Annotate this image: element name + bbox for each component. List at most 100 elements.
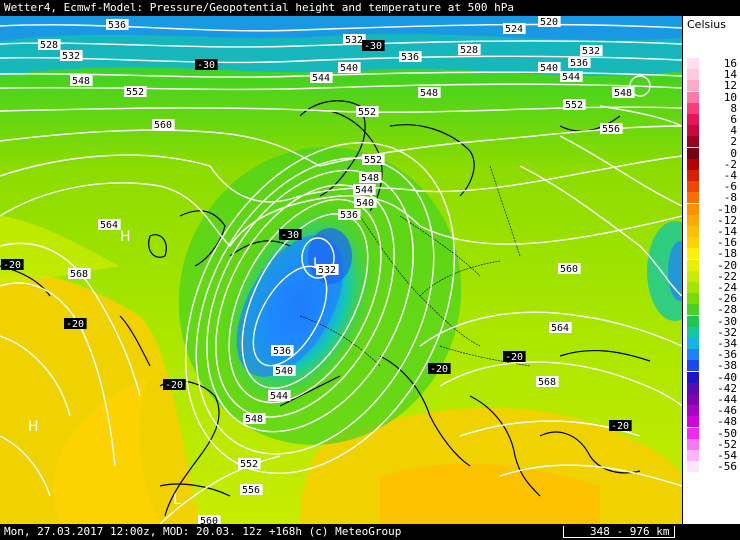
isohypse-label-bg bbox=[563, 99, 586, 110]
isohypse-label-bg bbox=[458, 44, 481, 55]
legend-value: -28 bbox=[717, 303, 737, 317]
legend-value: -8 bbox=[723, 191, 737, 205]
isohypse-label-bg bbox=[338, 209, 361, 220]
isohypse-label-bg bbox=[310, 72, 333, 83]
isohypse-label: 548 bbox=[420, 88, 438, 99]
isohypse-label-bg bbox=[152, 119, 175, 130]
legend-value: -32 bbox=[717, 325, 737, 339]
temperature-label-bg bbox=[279, 229, 302, 240]
legend-value: -54 bbox=[717, 449, 737, 462]
isohypse-label: 560 bbox=[200, 516, 218, 524]
legend-value: -38 bbox=[717, 359, 737, 373]
legend-value: -50 bbox=[717, 426, 737, 440]
legend-entry: -6 bbox=[687, 180, 740, 193]
legend-swatch bbox=[687, 338, 699, 349]
legend-swatch bbox=[687, 181, 699, 193]
warm-area-west bbox=[0, 273, 200, 524]
legend-entry: 2 bbox=[687, 135, 740, 149]
legend-swatch bbox=[687, 371, 699, 383]
temperature-label-bg bbox=[1, 259, 24, 270]
high-center-label: H bbox=[120, 229, 131, 245]
isohypse-label-bg bbox=[359, 172, 382, 183]
legend-value: -4 bbox=[723, 169, 737, 182]
legend-entry: -24 bbox=[687, 281, 740, 294]
legend-value: -16 bbox=[717, 236, 737, 250]
legend-entry: -26 bbox=[687, 292, 740, 305]
temperature-label: -20 bbox=[3, 260, 21, 271]
coastlines bbox=[0, 100, 651, 517]
legend-swatch bbox=[687, 270, 699, 282]
isohypse-label-bg bbox=[60, 50, 83, 61]
window-title: Wetter4, Ecmwf-Model: Pressure/Geopotent… bbox=[0, 0, 740, 16]
isohypse-label: 536 bbox=[401, 52, 419, 63]
legend-value: 8 bbox=[730, 101, 737, 115]
isohypse-label-bg bbox=[98, 219, 121, 230]
legend-entry: -18 bbox=[687, 247, 740, 261]
legend-swatch bbox=[687, 192, 699, 204]
scale-bar bbox=[563, 526, 675, 538]
legend-entry: -8 bbox=[687, 191, 740, 205]
isohypse-label-bg bbox=[273, 365, 296, 376]
legend-entry: 4 bbox=[687, 124, 740, 138]
legend-value: 12 bbox=[723, 79, 737, 93]
legend-value: 4 bbox=[730, 124, 737, 138]
legend-value: -30 bbox=[717, 314, 737, 328]
legend-entry: -50 bbox=[687, 426, 740, 440]
legend-value: 14 bbox=[723, 68, 737, 82]
legend-entry: -54 bbox=[687, 449, 740, 462]
isohypse-label-bg bbox=[124, 86, 147, 97]
legend-swatch bbox=[687, 461, 699, 473]
legend-entry: -42 bbox=[687, 382, 740, 395]
legend-swatch bbox=[687, 58, 699, 69]
legend-entry: 8 bbox=[687, 101, 740, 115]
isohypse-label: 552 bbox=[364, 155, 382, 166]
legend-swatch bbox=[687, 114, 699, 125]
isohypse-label-bg bbox=[198, 515, 221, 524]
legend-value: -22 bbox=[717, 269, 737, 283]
legend-value: -56 bbox=[717, 460, 737, 474]
isohypse-label: 540 bbox=[340, 63, 358, 74]
legend-value: 10 bbox=[723, 90, 737, 104]
legend-swatch bbox=[687, 226, 699, 237]
isohypse-label: 560 bbox=[154, 120, 172, 131]
temperature-label: -30 bbox=[281, 230, 299, 241]
legend-entry: 12 bbox=[687, 79, 740, 93]
isohypse-label-bg bbox=[106, 19, 129, 30]
isohypse-label-bg bbox=[418, 87, 441, 98]
isohypse-label-bg bbox=[356, 106, 379, 117]
isohypse-label-bg bbox=[38, 39, 61, 50]
isohypse-label: 552 bbox=[358, 107, 376, 118]
low-center-label-south: L bbox=[173, 492, 181, 508]
legend-entry: 10 bbox=[687, 90, 740, 104]
legend-value: -2 bbox=[723, 157, 737, 171]
legend-value: -18 bbox=[717, 247, 737, 261]
isohypse-label: 520 bbox=[540, 17, 558, 28]
legend-value: -46 bbox=[717, 404, 737, 418]
isohypse-label: 544 bbox=[562, 72, 580, 83]
temperature-label: -20 bbox=[505, 352, 523, 363]
isohypse-label-bg bbox=[558, 263, 581, 274]
isohypse-label: 548 bbox=[361, 173, 379, 184]
legend-entry: -14 bbox=[687, 225, 740, 238]
legend-value: -12 bbox=[717, 213, 737, 227]
legend-unit: Celsius bbox=[687, 18, 726, 31]
legend-swatch bbox=[687, 416, 699, 428]
legend-swatch bbox=[687, 438, 699, 450]
temperature-label: -30 bbox=[197, 60, 215, 71]
isohypse-label-bg bbox=[354, 197, 377, 208]
legend-value: -52 bbox=[717, 437, 737, 451]
temperature-label-bg bbox=[428, 363, 451, 374]
legend-entry: -34 bbox=[687, 337, 740, 350]
temperature-labels: -30 -30 -30 -20 -20 -20 -20 -20 -20 bbox=[1, 40, 632, 432]
legend-swatch bbox=[687, 203, 699, 215]
legend-value: 2 bbox=[730, 135, 737, 149]
isohypse-label: 532 bbox=[345, 35, 363, 46]
legend-entry: -28 bbox=[687, 303, 740, 317]
scale-label: 348 - 976 km bbox=[590, 525, 670, 538]
legend-entry: -2 bbox=[687, 157, 740, 171]
isohypse-label: 536 bbox=[570, 58, 588, 69]
isohypse-label: 548 bbox=[245, 414, 263, 425]
legend-value: -40 bbox=[717, 370, 737, 384]
isohypse-label: 552 bbox=[565, 100, 583, 111]
isohypse-label: 536 bbox=[108, 20, 126, 31]
